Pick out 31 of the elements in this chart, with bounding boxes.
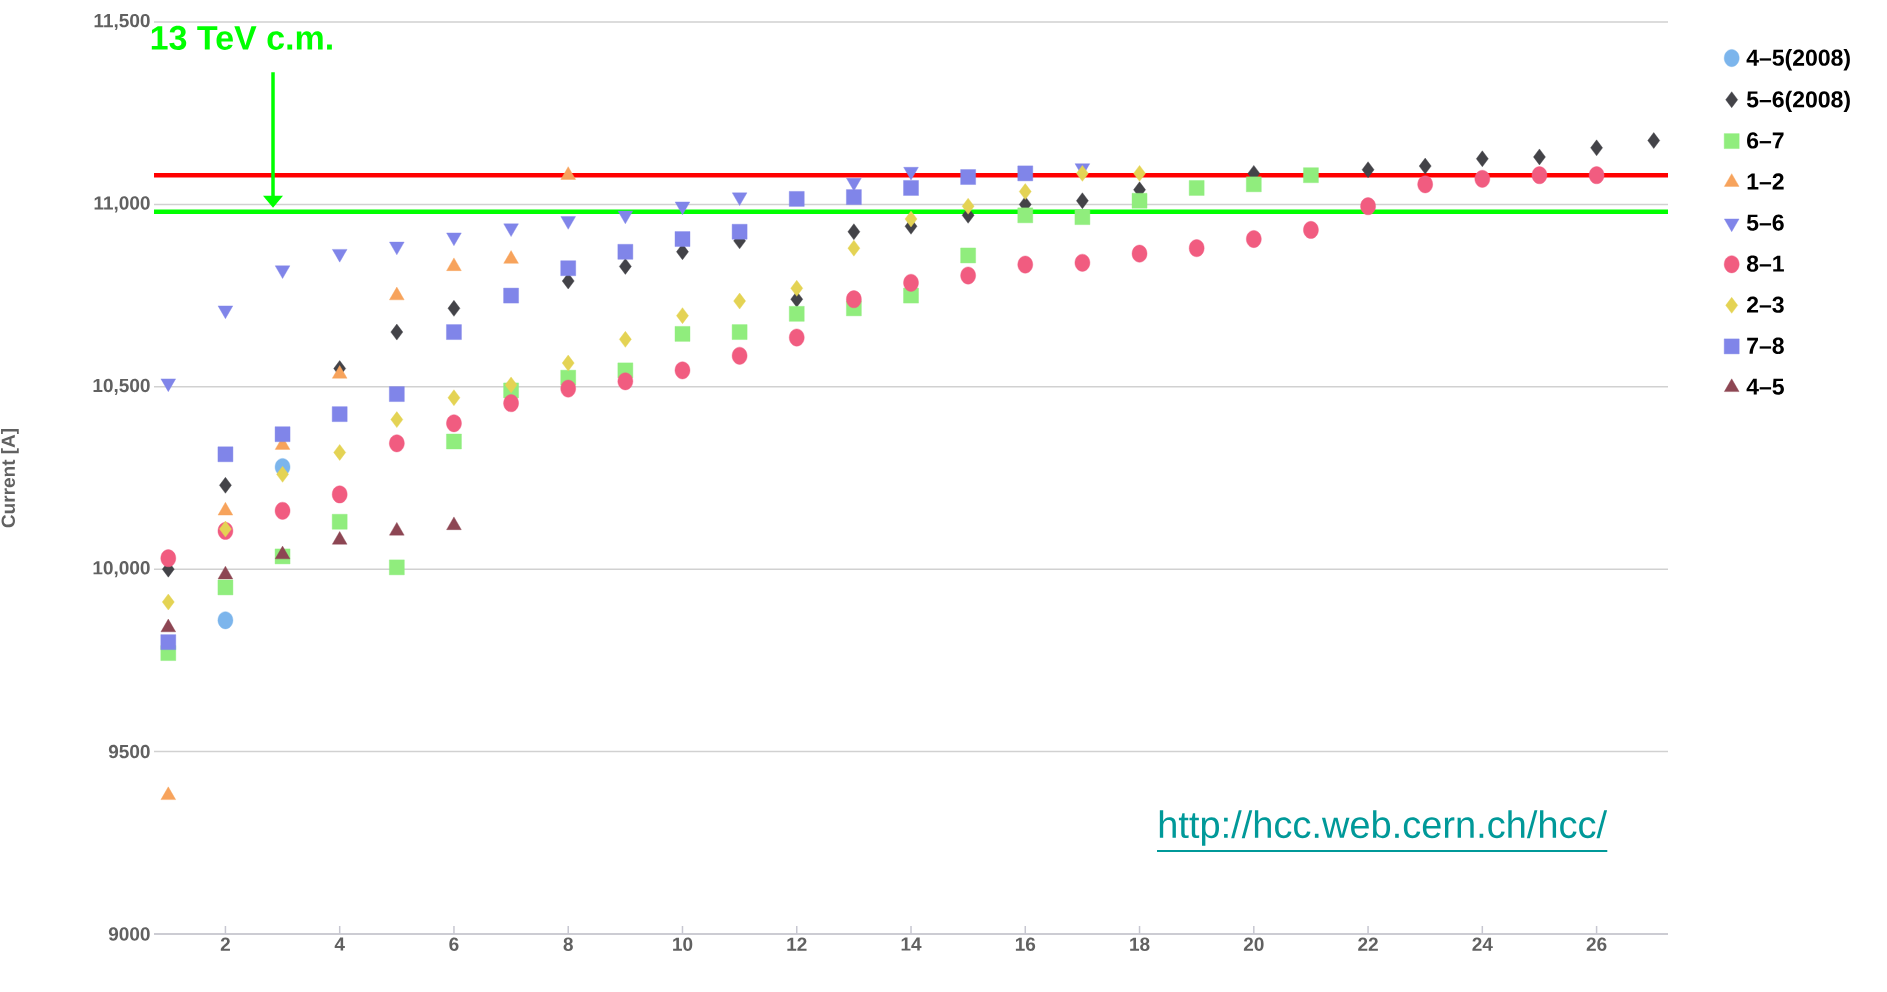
- legend-label: 5–6(2008): [1746, 90, 1850, 113]
- x-tick-label: 16: [1015, 937, 1036, 951]
- x-tick-label: 10: [673, 937, 693, 951]
- annotation: http://hcc.web.cern.ch/hcc/: [1159, 810, 1608, 846]
- legend-label: 2–3: [1747, 296, 1784, 313]
- y-axis-title: Current [A]: [1, 428, 19, 528]
- legend-label: 4–5: [1746, 378, 1784, 395]
- legend-label: 4–5(2008): [1746, 48, 1850, 71]
- legend-label: 5–6: [1746, 214, 1784, 231]
- y-tick-label: 9000: [108, 927, 150, 941]
- x-tick-label: 2: [220, 937, 230, 951]
- legend-label: 7–8: [1747, 337, 1784, 354]
- legend-label: 8–1: [1746, 255, 1784, 272]
- legend-label: 1–2: [1747, 173, 1784, 190]
- y-tick-label: 11,000: [94, 196, 150, 213]
- x-tick-label: 8: [563, 937, 573, 951]
- y-tick-label: 10,500: [93, 378, 150, 395]
- x-tick-label: 22: [1358, 937, 1378, 951]
- ref-line-label: 13 TeV c.m.: [151, 25, 332, 50]
- x-tick-label: 6: [449, 937, 459, 951]
- x-tick-label: 18: [1130, 937, 1150, 951]
- y-tick-label: 9500: [108, 744, 150, 759]
- x-tick-label: 24: [1472, 937, 1493, 951]
- x-tick-label: 4: [334, 937, 345, 951]
- y-tick-label: 10,000: [93, 561, 150, 578]
- y-tick-label: 11,500: [94, 13, 150, 31]
- x-tick-label: 26: [1586, 937, 1607, 951]
- x-tick-label: 12: [787, 937, 807, 951]
- x-tick-label: 20: [1243, 937, 1264, 951]
- x-tick-label: 14: [901, 937, 922, 951]
- legend-label: 6–7: [1747, 132, 1784, 149]
